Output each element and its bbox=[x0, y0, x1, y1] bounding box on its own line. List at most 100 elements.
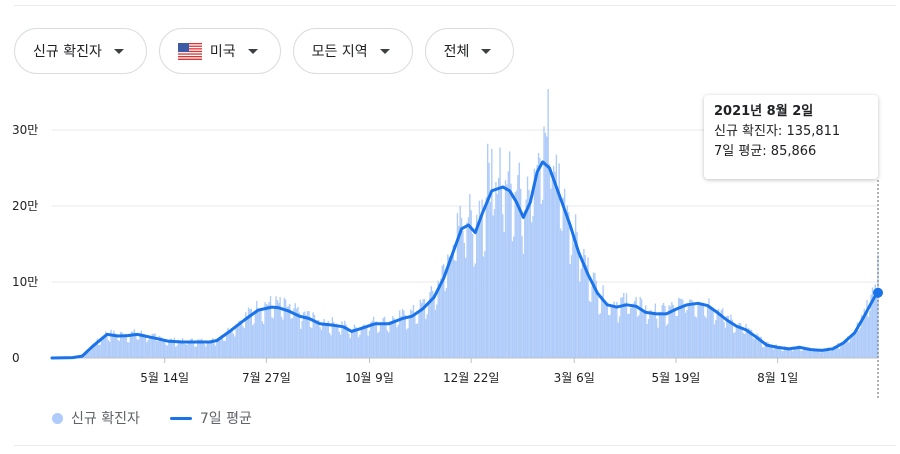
case-bar bbox=[173, 337, 176, 358]
case-bar bbox=[715, 320, 717, 358]
case-bar bbox=[654, 303, 657, 358]
case-bar bbox=[668, 305, 670, 358]
case-bar bbox=[302, 312, 305, 358]
case-bar bbox=[469, 194, 471, 358]
x-tick-label: 3월 6일 bbox=[554, 371, 595, 385]
case-bar bbox=[517, 175, 519, 358]
case-bar bbox=[250, 308, 252, 358]
case-bar bbox=[245, 312, 247, 358]
case-bar bbox=[684, 312, 687, 358]
case-bar bbox=[552, 165, 555, 358]
case-bar bbox=[772, 349, 775, 358]
case-bar bbox=[649, 310, 651, 358]
case-bar bbox=[661, 305, 663, 358]
case-bar bbox=[496, 194, 498, 358]
y-tick-label: 0 bbox=[12, 351, 20, 365]
case-bar bbox=[646, 323, 648, 358]
case-bar bbox=[632, 303, 635, 358]
cases-chart[interactable]: 0 10만 20만 30만 5월 14일 7월 27일 10월 9일 12월 22일 3월 6일… bbox=[0, 0, 900, 400]
case-bar bbox=[712, 309, 714, 358]
case-bar bbox=[782, 350, 784, 358]
case-bar bbox=[669, 306, 672, 358]
case-bar bbox=[514, 192, 516, 358]
case-bar bbox=[737, 326, 739, 358]
case-bar bbox=[113, 330, 115, 358]
case-bar bbox=[246, 315, 248, 358]
case-bar bbox=[444, 290, 446, 358]
case-bar bbox=[416, 323, 419, 358]
case-bar bbox=[381, 324, 383, 358]
case-bar bbox=[683, 307, 685, 358]
case-bar bbox=[312, 312, 314, 358]
case-bar bbox=[489, 202, 492, 358]
case-bar bbox=[733, 333, 735, 358]
case-bar bbox=[154, 333, 156, 358]
case-bar bbox=[584, 255, 586, 358]
case-bar bbox=[779, 345, 782, 358]
case-bar bbox=[443, 264, 445, 358]
metric-dropdown[interactable]: 신규 확진자 bbox=[14, 28, 147, 74]
case-bar bbox=[877, 254, 879, 358]
case-bar bbox=[790, 350, 793, 358]
case-bar bbox=[550, 188, 552, 358]
case-bar bbox=[389, 321, 391, 358]
case-bar bbox=[607, 315, 610, 358]
case-bar bbox=[484, 251, 486, 358]
case-bar bbox=[356, 330, 358, 358]
case-bar bbox=[638, 315, 640, 358]
case-bar bbox=[352, 328, 354, 358]
case-bar bbox=[280, 316, 283, 358]
case-bar bbox=[455, 260, 457, 358]
chevron-down-icon bbox=[113, 48, 124, 54]
period-dropdown[interactable]: 전체 bbox=[424, 28, 515, 74]
case-bar bbox=[645, 305, 647, 358]
case-bar bbox=[701, 304, 703, 358]
case-bar bbox=[583, 248, 585, 358]
case-bar bbox=[405, 329, 408, 358]
case-bar bbox=[278, 302, 280, 358]
case-bar bbox=[284, 299, 287, 358]
case-bar bbox=[186, 344, 188, 358]
case-bar bbox=[834, 347, 837, 358]
case-bar bbox=[104, 331, 107, 358]
case-bar bbox=[459, 206, 461, 358]
case-bar bbox=[243, 328, 246, 358]
case-bar bbox=[864, 311, 867, 358]
case-bar bbox=[488, 162, 490, 358]
country-dropdown[interactable]: 미국 bbox=[158, 28, 281, 74]
case-bar bbox=[574, 214, 577, 358]
case-bar bbox=[269, 296, 272, 358]
case-bar bbox=[515, 190, 518, 358]
case-bar bbox=[100, 336, 103, 358]
region-dropdown-label: 모든 지역 bbox=[311, 44, 368, 60]
case-bar bbox=[623, 292, 625, 358]
case-bar bbox=[621, 297, 624, 358]
case-bar bbox=[403, 310, 405, 358]
case-bar bbox=[767, 342, 769, 358]
case-bar bbox=[198, 339, 200, 358]
case-bar bbox=[594, 273, 596, 358]
case-bar bbox=[563, 188, 566, 358]
case-bar bbox=[662, 302, 665, 358]
case-bar bbox=[231, 330, 233, 358]
case-bar bbox=[257, 311, 259, 358]
case-bar bbox=[224, 340, 226, 358]
case-bar bbox=[617, 322, 619, 358]
case-bar bbox=[155, 340, 158, 358]
case-bar bbox=[328, 332, 331, 358]
case-bar bbox=[317, 319, 320, 358]
case-bar bbox=[353, 324, 356, 358]
case-bar bbox=[143, 334, 145, 358]
region-dropdown[interactable]: 모든 지역 bbox=[292, 28, 413, 74]
case-bar bbox=[551, 177, 553, 358]
case-bar bbox=[756, 333, 758, 358]
case-bar bbox=[448, 256, 450, 358]
case-bar bbox=[262, 323, 265, 358]
case-bar bbox=[386, 330, 389, 358]
case-bar bbox=[568, 212, 570, 358]
case-bar bbox=[580, 268, 582, 358]
case-bar bbox=[720, 310, 723, 358]
case-bar bbox=[360, 327, 362, 358]
case-bar bbox=[411, 310, 413, 358]
case-bar bbox=[587, 257, 589, 358]
